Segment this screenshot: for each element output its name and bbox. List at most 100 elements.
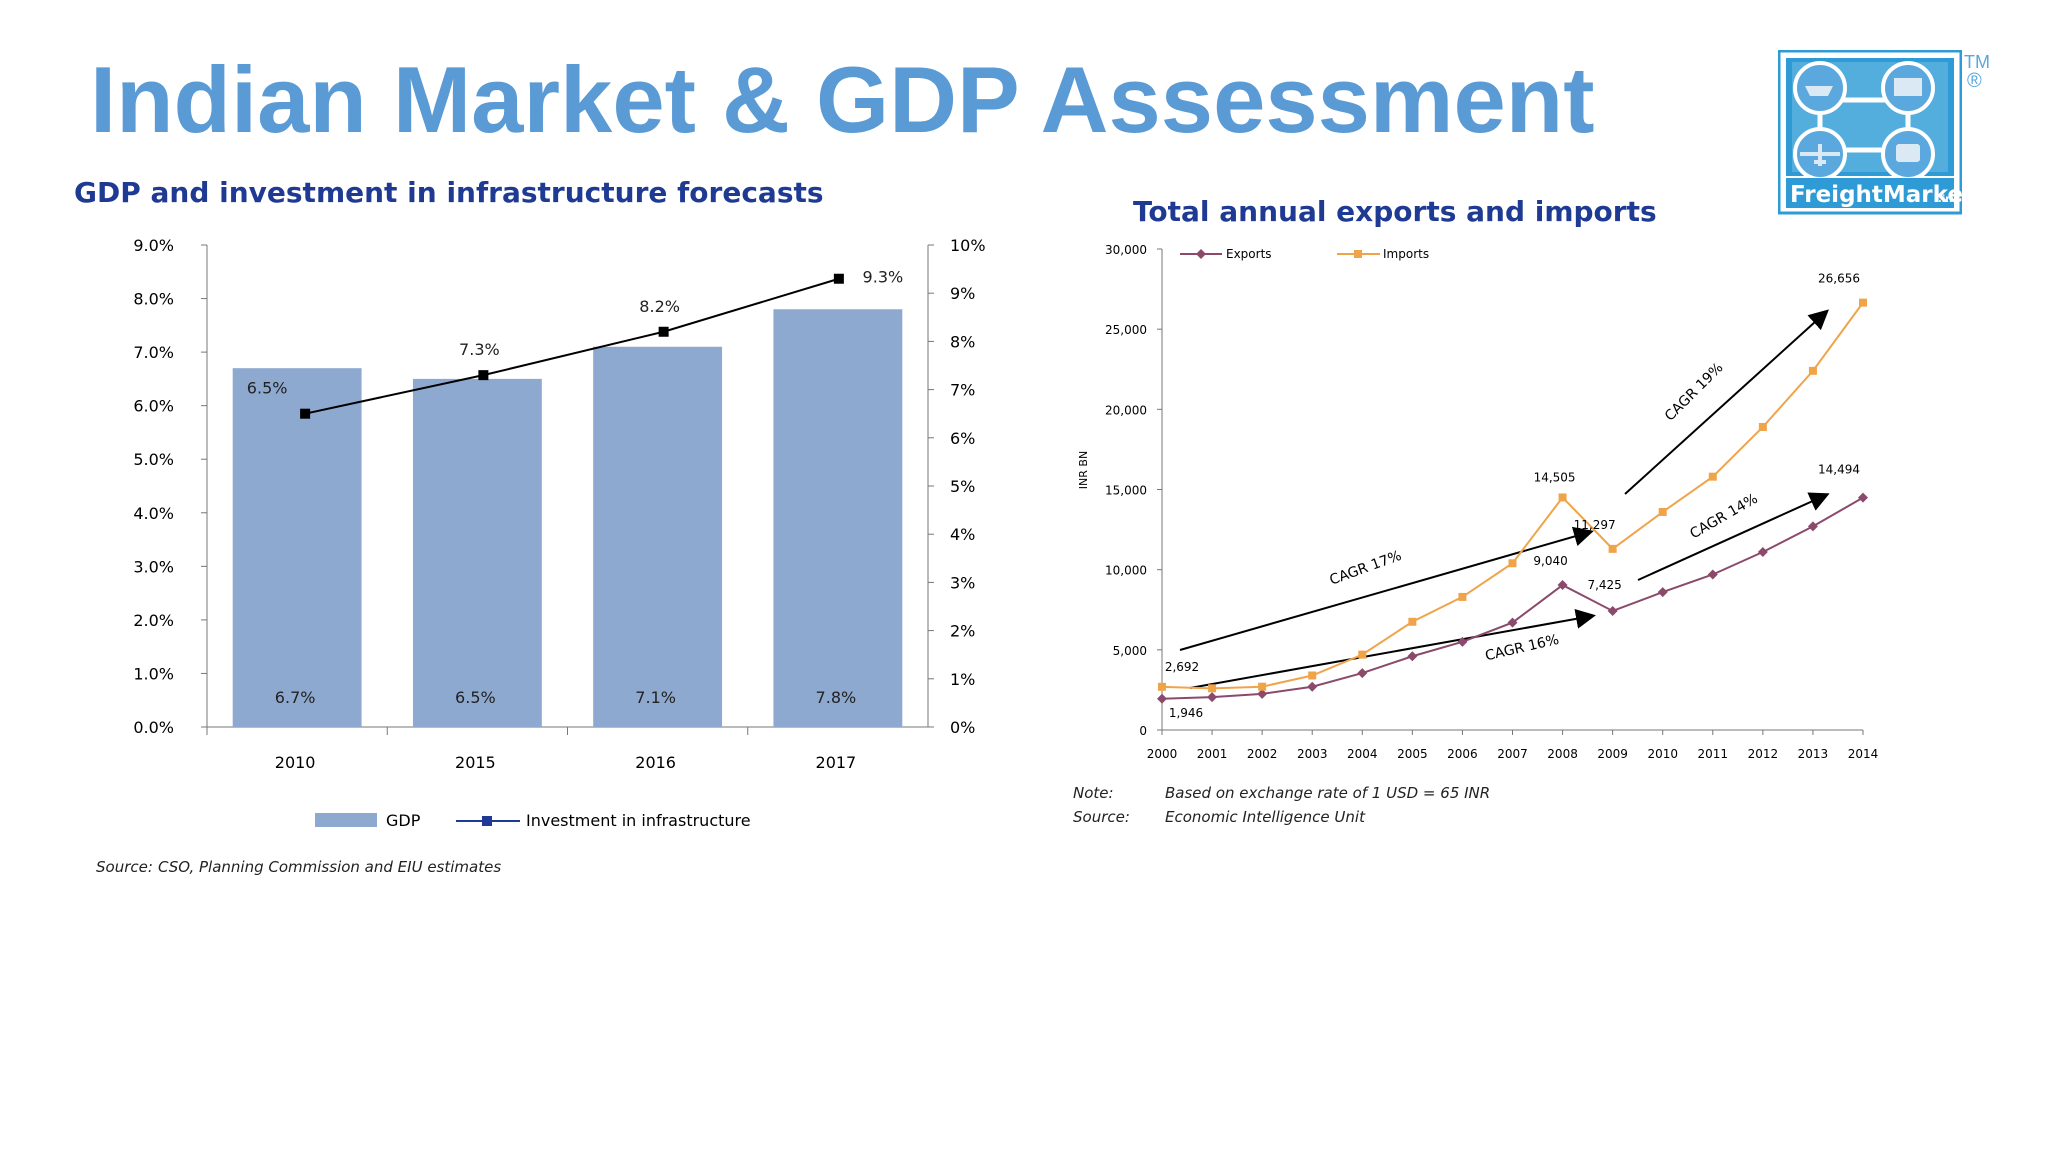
imports-point [1608, 544, 1617, 553]
imports-point [1208, 684, 1217, 693]
investment-line [304, 277, 840, 415]
exports-point [1757, 547, 1768, 558]
cagr-arrow [1189, 608, 1596, 689]
gdp-bar-label: 7.1% [635, 688, 676, 707]
exports-point [1557, 580, 1568, 591]
right-tick-label: 1% [950, 670, 975, 689]
right-tick-label: 5% [950, 477, 975, 496]
exports-point [1707, 569, 1718, 580]
exports-point [1357, 668, 1368, 679]
logo-wordmark: FreightMarket [1790, 182, 1962, 208]
exports-imports-chart: 0 5,000 10,000 15,000 20,000 25,000 30,000 2000… [1077, 243, 1878, 761]
gdp-bar [412, 378, 542, 727]
cagr-annotation: CAGR 16% [1484, 632, 1561, 665]
x-tick-label: 2004 [1347, 747, 1378, 761]
investment-point-label: 8.2% [639, 297, 680, 316]
investment-point [833, 273, 844, 284]
cagr-annotation: CAGR 19% [1662, 360, 1727, 425]
left-tick-label: 7.0% [133, 343, 174, 362]
data-point-label: 11,297 [1574, 518, 1616, 532]
gdp-bar-label: 6.5% [455, 688, 496, 707]
imports-point [1258, 682, 1267, 691]
left-tick-label: 5.0% [133, 450, 174, 469]
gdp-bar [773, 309, 903, 727]
imports-point [1658, 507, 1667, 516]
investment-point [658, 326, 669, 337]
x-tick-label: 2002 [1247, 747, 1278, 761]
y-tick-label: 5,000 [1113, 644, 1147, 658]
data-point-label: 2,692 [1165, 660, 1199, 674]
right-tick-label: 7% [950, 381, 975, 400]
imports-point [1808, 366, 1817, 375]
freightmarket-logo: FreightMarket .in [1778, 50, 1962, 215]
legend-exports-marker [1196, 249, 1206, 259]
data-point-label: 7,425 [1587, 578, 1621, 592]
imports-point [1758, 422, 1767, 431]
left-tick-label: 0.0% [133, 718, 174, 737]
cagr-arrow [1624, 309, 1829, 495]
right-note-text: Based on exchange rate of 1 USD = 65 INR [1165, 784, 1491, 802]
imports-point [1308, 671, 1317, 680]
gdp-bar [593, 346, 723, 727]
right-tick-label: 2% [950, 622, 975, 641]
investment-point-label: 9.3% [863, 268, 904, 287]
right-tick-label: 9% [950, 284, 975, 303]
legend-imports-marker [1354, 250, 1362, 258]
right-tick-label: 3% [950, 573, 975, 592]
investment-point [478, 370, 489, 381]
left-tick-label: 4.0% [133, 504, 174, 523]
x-tick-label: 2007 [1497, 747, 1528, 761]
exports-point [1157, 693, 1167, 704]
x-tick-label: 2000 [1147, 747, 1178, 761]
legend-investment-marker [482, 816, 492, 826]
x-tick-label: 2008 [1547, 747, 1578, 761]
right-tick-label: 6% [950, 429, 975, 448]
cagr-arrow [1179, 526, 1594, 651]
right-tick-label: 10% [950, 236, 986, 255]
imports-point [1708, 472, 1717, 481]
exports-point [1457, 636, 1468, 647]
imports-point [1859, 298, 1867, 307]
imports-point [1158, 682, 1166, 691]
left-tick-label: 3.0% [133, 557, 174, 576]
left-tick-label: 8.0% [133, 290, 174, 309]
imports-point [1558, 493, 1567, 502]
cagr-annotation: CAGR 14% [1687, 491, 1760, 542]
data-point-label: 14,494 [1818, 463, 1860, 477]
exports-point [1807, 521, 1818, 532]
data-point-label: 26,656 [1818, 272, 1860, 286]
exports-point [1507, 617, 1518, 628]
y-axis-label: INR BN [1077, 451, 1090, 489]
x-tick-label: 2001 [1197, 747, 1228, 761]
right-tick-label: 4% [950, 525, 975, 544]
exports-point [1207, 692, 1218, 703]
x-tick-label: 2003 [1297, 747, 1328, 761]
left-tick-label: 9.0% [133, 236, 174, 255]
y-tick-label: 30,000 [1105, 243, 1147, 257]
investment-point-label: 6.5% [247, 379, 288, 398]
registered-mark: ® [1967, 70, 1982, 92]
exports-point [1858, 492, 1868, 503]
left-tick-label: 2.0% [133, 611, 174, 630]
x-tick-label: 2013 [1798, 747, 1829, 761]
page-title: Indian Market & GDP Assessment [90, 47, 1595, 152]
left-source-label: Source: [96, 858, 153, 876]
gdp-bar-label: 7.8% [816, 688, 857, 707]
left-source-text: CSO, Planning Commission and EIU estimat… [158, 858, 502, 876]
imports-point [1358, 650, 1367, 659]
right-tick-label: 8% [950, 332, 975, 351]
legend-imports-label: Imports [1383, 247, 1429, 261]
gdp-bar [232, 368, 362, 727]
exports-point [1607, 605, 1618, 616]
exports-point [1407, 651, 1418, 662]
right-tick-label: 0% [950, 718, 975, 737]
trade-chart-heading: Total annual exports and imports [1133, 195, 1657, 228]
x-tick-label: 2005 [1397, 747, 1428, 761]
data-point-label: 9,040 [1533, 554, 1567, 568]
x-tick-label: 2017 [816, 753, 857, 772]
legend-investment-label: Investment in infrastructure [526, 811, 751, 830]
right-source-text: Economic Intelligence Unit [1165, 808, 1365, 826]
exports-point [1657, 587, 1668, 598]
y-tick-label: 15,000 [1105, 484, 1147, 498]
x-tick-label: 2015 [455, 753, 496, 772]
